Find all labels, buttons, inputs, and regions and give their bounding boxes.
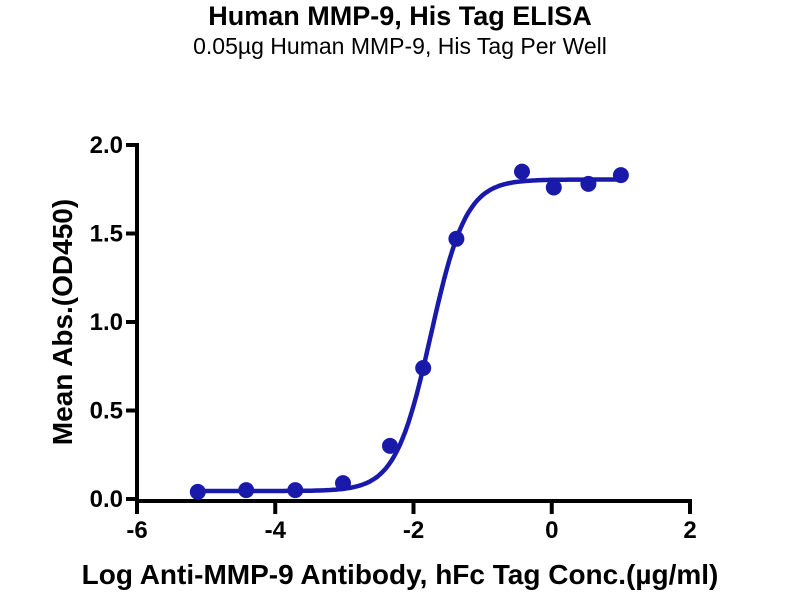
y-tick-label: 2.0 [90, 132, 123, 159]
x-axis-label: Log Anti-MMP-9 Antibody, hFc Tag Conc.(µ… [81, 559, 719, 590]
data-point [448, 230, 465, 247]
chart-subtitle: 0.05µg Human MMP-9, His Tag Per Well [193, 33, 607, 59]
x-tick-label: 2 [683, 517, 696, 544]
data-point [545, 179, 562, 196]
y-tick-label: 0.5 [90, 398, 123, 425]
data-point [189, 483, 206, 500]
fit-curve [195, 177, 624, 494]
data-point [415, 360, 432, 376]
chart-title: Human MMP-9, His Tag ELISA [208, 1, 592, 31]
y-tick-label: 0.0 [90, 486, 123, 513]
x-tick-label: -6 [126, 517, 147, 544]
y-tick-label: 1.0 [90, 309, 123, 336]
x-tick-label: -2 [403, 517, 424, 544]
data-point [382, 437, 398, 454]
data-point [612, 167, 629, 184]
data-point [335, 475, 351, 492]
x-tick-label: 0 [545, 517, 558, 544]
y-tick-label: 1.5 [90, 221, 123, 248]
data-point [580, 175, 597, 192]
data-point [238, 482, 255, 499]
x-tick-label: -4 [265, 517, 287, 544]
data-point [287, 482, 304, 499]
data-point [514, 163, 530, 180]
